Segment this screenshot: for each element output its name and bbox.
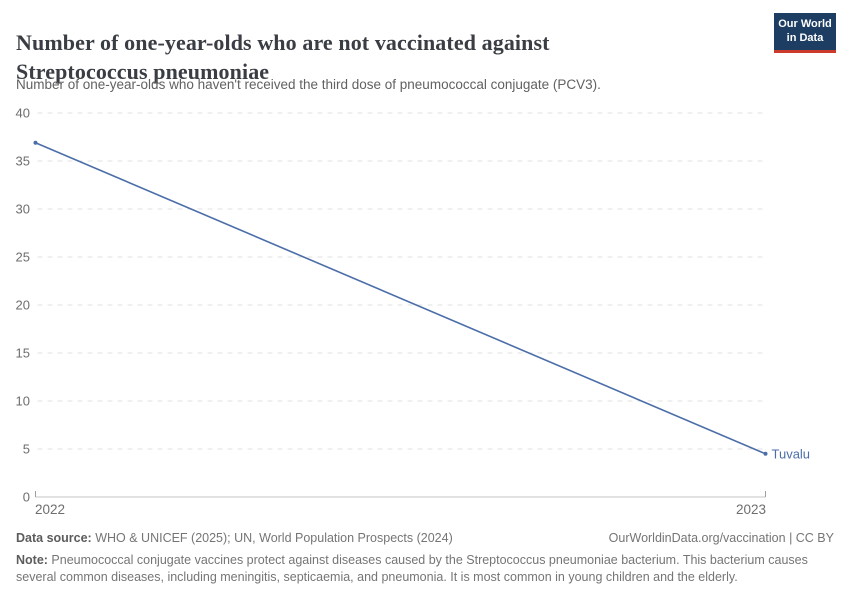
y-axis-tick-label: 35 xyxy=(16,154,30,169)
y-axis-tick-label: 10 xyxy=(16,394,30,409)
data-point[interactable] xyxy=(763,451,768,456)
y-axis-tick-label: 30 xyxy=(16,202,30,217)
owid-logo-line2: in Data xyxy=(786,31,824,44)
note-text: Pneumococcal conjugate vaccines protect … xyxy=(16,553,808,584)
chart-footer: Data source: WHO & UNICEF (2025); UN, Wo… xyxy=(16,530,834,585)
owid-logo-line1: Our World xyxy=(778,18,832,30)
y-axis-tick-label: 0 xyxy=(23,490,30,505)
series-end-label[interactable]: Tuvalu xyxy=(772,446,811,461)
trend-line[interactable] xyxy=(35,142,766,455)
data-source-line: Data source: WHO & UNICEF (2025); UN, Wo… xyxy=(16,530,453,546)
page-title: Number of one-year-olds who are not vacc… xyxy=(16,29,550,84)
y-axis-tick-label: 25 xyxy=(16,250,30,265)
y-axis-tick-label: 40 xyxy=(16,106,30,121)
data-source-text: WHO & UNICEF (2025); UN, World Populatio… xyxy=(91,531,453,545)
line-chart: 0 5 10 15 20 25 30 35 40 2022 2023 Tuvalu xyxy=(16,106,811,518)
owid-logo[interactable]: Our World in Data xyxy=(774,13,836,53)
data-source-label: Data source: xyxy=(16,531,92,545)
chart-subtitle: Number of one-year-olds who haven't rece… xyxy=(16,77,601,92)
y-axis-tick-label: 5 xyxy=(23,442,30,457)
y-axis-tick-label: 20 xyxy=(16,298,30,313)
data-point[interactable] xyxy=(33,140,38,145)
x-axis-tick-label: 2023 xyxy=(736,502,766,517)
x-axis-tick-label: 2022 xyxy=(35,502,65,517)
license-link[interactable]: OurWorldinData.org/vaccination | CC BY xyxy=(608,531,834,545)
note-line: Note: Pneumococcal conjugate vaccines pr… xyxy=(16,552,834,585)
y-axis-tick-label: 15 xyxy=(16,346,30,361)
note-label: Note: xyxy=(16,553,48,568)
